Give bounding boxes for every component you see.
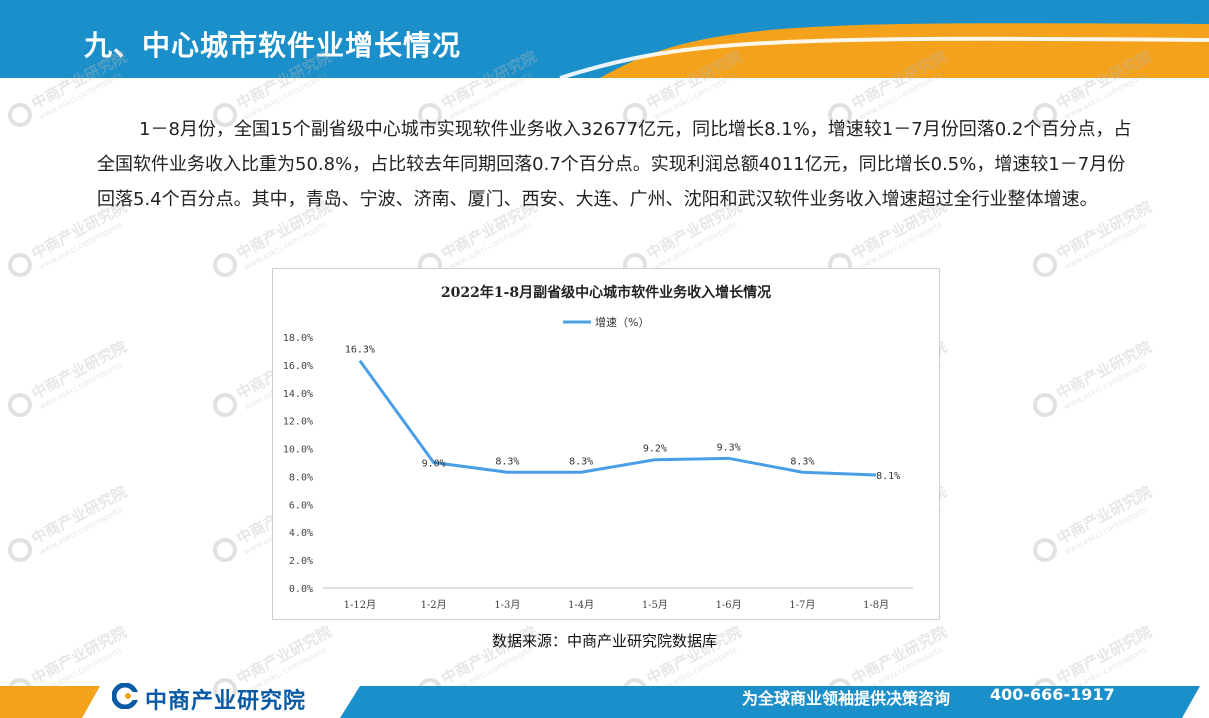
svg-text:www.askci.com/reports: www.askci.com/reports (1062, 505, 1148, 556)
svg-text:中商产业研究院: 中商产业研究院 (1053, 483, 1154, 548)
y-tick-label: 14.0% (283, 389, 313, 400)
footer-banner (0, 686, 1200, 718)
svg-text:www.askci.com/reports: www.askci.com/reports (37, 360, 123, 411)
body-paragraph: 1－8月份，全国15个副省级中心城市实现软件业务收入32677亿元，同比增长8.… (97, 119, 1132, 210)
footer-logo-text: 中商产业研究院 (145, 689, 307, 714)
chart-title: 2022年1-8月副省级中心城市软件业务收入增长情况 (441, 284, 771, 301)
data-label: 8.3% (569, 456, 593, 467)
data-label: 9.0% (422, 459, 446, 470)
legend-label: 增速（%） (595, 315, 649, 329)
x-axis: 1-12月 1-2月 1-3月 1-4月 1-5月 1-6月 1-7月 1-8月 (344, 599, 890, 611)
svg-text:www.askci.com/reports: www.askci.com/reports (242, 220, 328, 271)
footer-slogan: 为全球商业领袖提供决策咨询 (742, 689, 951, 708)
data-label: 8.3% (790, 456, 814, 467)
y-tick-label: 18.0% (283, 333, 313, 344)
chart-container: 2022年1-8月副省级中心城市软件业务收入增长情况 增速（%） 0.0% 2.0… (272, 268, 940, 620)
data-label: 9.2% (643, 444, 667, 455)
y-tick-label: 6.0% (289, 500, 313, 511)
svg-text:中商产业研究院: 中商产业研究院 (28, 483, 129, 548)
svg-text:www.askci.com/reports: www.askci.com/reports (652, 220, 738, 271)
x-tick-label: 1-3月 (494, 599, 520, 611)
y-tick-label: 0.0% (289, 584, 313, 595)
y-tick-label: 8.0% (289, 472, 313, 483)
x-tick-label: 1-5月 (642, 599, 668, 611)
svg-text:www.askci.com/reports: www.askci.com/reports (857, 220, 943, 271)
data-label: 8.3% (495, 456, 519, 467)
y-tick-label: 12.0% (283, 417, 313, 428)
svg-text:www.askci.com/reports: www.askci.com/reports (447, 220, 533, 271)
data-label: 8.1% (876, 471, 900, 482)
svg-text:www.askci.com/reports: www.askci.com/reports (37, 505, 123, 556)
footer-phone: 400-666-1917 (990, 685, 1115, 704)
y-tick-label: 16.0% (283, 361, 313, 372)
y-tick-label: 4.0% (289, 528, 313, 539)
svg-text:www.askci.com/reports: www.askci.com/reports (1062, 360, 1148, 411)
x-tick-label: 1-8月 (863, 599, 889, 611)
line-chart: 2022年1-8月副省级中心城市软件业务收入增长情况 增速（%） 0.0% 2.0… (283, 284, 913, 611)
header-banner (0, 0, 1209, 80)
svg-text:中商产业研究院: 中商产业研究院 (28, 338, 129, 403)
svg-text:中商产业研究院: 中商产业研究院 (1053, 338, 1154, 403)
logo-icon (112, 683, 142, 709)
source-note: 数据来源：中商产业研究院数据库 (491, 632, 717, 650)
x-tick-label: 1-7月 (789, 599, 815, 611)
x-tick-label: 1-4月 (568, 599, 594, 611)
x-tick-label: 1-6月 (716, 599, 742, 611)
page-title: 九、中心城市软件业增长情况 (84, 29, 462, 62)
plot-area: 16.3% 9.0% 8.3% 8.3% 9.2% 9.3% 8.3% 8.1% (345, 345, 900, 482)
series-line (358, 359, 877, 477)
data-label: 16.3% (345, 345, 375, 356)
x-tick-label: 1-2月 (421, 599, 447, 611)
data-label: 9.3% (717, 442, 741, 453)
svg-text:www.askci.com/reports: www.askci.com/reports (37, 220, 123, 271)
x-tick-label: 1-12月 (344, 599, 376, 611)
y-tick-label: 2.0% (289, 556, 313, 567)
svg-text:www.askci.com/reports: www.askci.com/reports (1062, 220, 1148, 271)
y-tick-label: 10.0% (283, 445, 313, 456)
y-axis: 0.0% 2.0% 4.0% 6.0% 8.0% 10.0% 12.0% 14.0% 16.0%… (283, 333, 313, 595)
legend: 增速（%） (563, 315, 649, 329)
